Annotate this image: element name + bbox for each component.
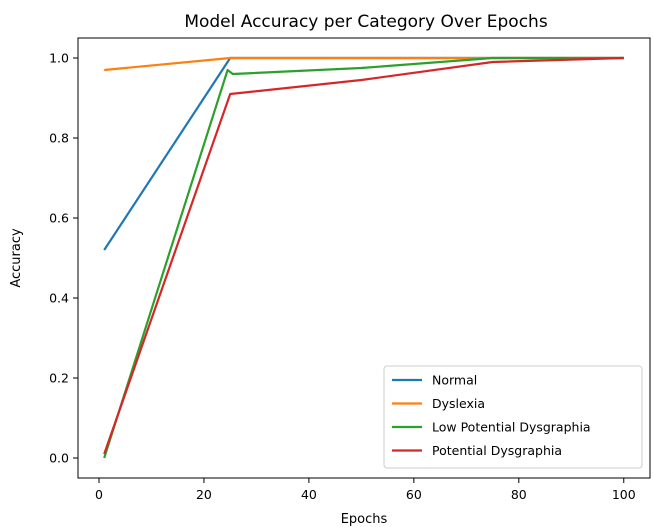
series-lines bbox=[103, 56, 624, 459]
series-line-potential-dysgraphia bbox=[103, 56, 624, 455]
x-tick-label: 20 bbox=[196, 487, 212, 502]
y-axis-label: Accuracy bbox=[9, 228, 24, 288]
x-axis-label: Epochs bbox=[341, 512, 388, 527]
legend-label-potential-dysgraphia: Potential Dysgraphia bbox=[432, 443, 562, 458]
legend-label-low-potential-dysgraphia: Low Potential Dysgraphia bbox=[432, 420, 591, 435]
legend-label-normal: Normal bbox=[432, 373, 477, 388]
x-tick-label: 0 bbox=[95, 487, 103, 502]
y-tick-label: 0.6 bbox=[49, 211, 69, 226]
y-tick-label: 0.4 bbox=[49, 291, 69, 306]
x-tick-label: 100 bbox=[612, 487, 636, 502]
chart-title: Model Accuracy per Category Over Epochs bbox=[184, 12, 548, 32]
x-tick-label: 60 bbox=[406, 487, 422, 502]
x-axis-ticks: 0 20 40 60 80 100 bbox=[95, 478, 636, 502]
series-line-low-potential-dysgraphia bbox=[103, 56, 624, 459]
legend-box bbox=[383, 365, 643, 469]
legend: Normal Dyslexia Low Potential Dysgraphia Po… bbox=[383, 365, 643, 469]
y-tick-label: 1.0 bbox=[49, 51, 69, 66]
y-tick-label: 0.8 bbox=[49, 131, 69, 146]
x-tick-label: 40 bbox=[301, 487, 317, 502]
legend-label-dyslexia: Dyslexia bbox=[432, 396, 485, 411]
x-tick-label: 80 bbox=[511, 487, 527, 502]
y-tick-label: 0.0 bbox=[49, 451, 69, 466]
y-tick-label: 0.2 bbox=[49, 371, 69, 386]
y-axis-ticks: 0.0 0.2 0.4 0.6 0.8 1.0 bbox=[49, 51, 78, 466]
